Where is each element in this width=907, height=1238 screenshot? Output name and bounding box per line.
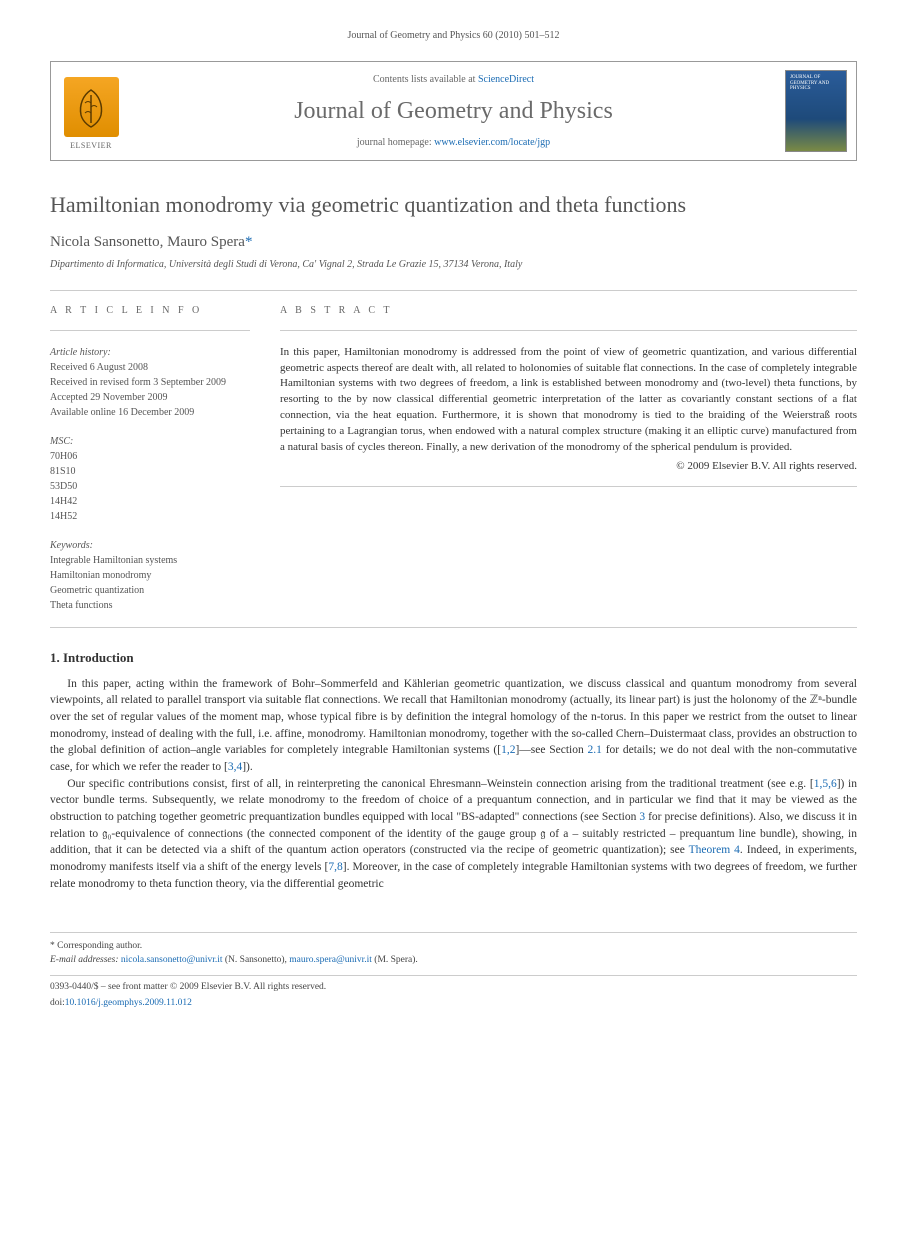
doi-line: doi:10.1016/j.geomphys.2009.11.012	[50, 998, 857, 1008]
cover-cell: JOURNAL OF GEOMETRY AND PHYSICS	[776, 62, 856, 160]
keyword: Geometric quantization	[50, 583, 250, 598]
abstract-column: A B S T R A C T In this paper, Hamiltoni…	[280, 305, 857, 627]
corresponding-author-note: * Corresponding author.	[50, 941, 857, 951]
text: (M. Spera).	[372, 955, 418, 965]
received-date: Received 6 August 2008	[50, 360, 250, 375]
homepage-prefix: journal homepage:	[357, 137, 434, 148]
section-heading-intro: 1. Introduction	[50, 650, 857, 666]
email-addresses: E-mail addresses: nicola.sansonetto@univ…	[50, 955, 857, 965]
keyword: Hamiltonian monodromy	[50, 568, 250, 583]
email-link[interactable]: nicola.sansonetto@univr.it	[121, 955, 223, 965]
keywords-block: Keywords: Integrable Hamiltonian systems…	[50, 538, 250, 613]
keyword: Integrable Hamiltonian systems	[50, 553, 250, 568]
msc-code: 53D50	[50, 479, 250, 494]
article-info-label: A R T I C L E I N F O	[50, 305, 250, 316]
affiliation: Dipartimento di Informatica, Università …	[50, 259, 857, 270]
citation-header: Journal of Geometry and Physics 60 (2010…	[50, 30, 857, 41]
doi-link[interactable]: 10.1016/j.geomphys.2009.11.012	[65, 998, 192, 1008]
ref-link[interactable]: 7,8	[328, 861, 342, 873]
online-date: Available online 16 December 2009	[50, 405, 250, 420]
footer: * Corresponding author. E-mail addresses…	[50, 932, 857, 1008]
theorem-link[interactable]: Theorem 4	[689, 844, 740, 856]
divider	[50, 330, 250, 331]
section-link[interactable]: 2.1	[588, 744, 602, 756]
journal-name: Journal of Geometry and Physics	[141, 98, 766, 125]
keyword: Theta functions	[50, 598, 250, 613]
author-names: Nicola Sansonetto, Mauro Spera	[50, 234, 245, 250]
email-label: E-mail addresses:	[50, 955, 121, 965]
contents-prefix: Contents lists available at	[373, 74, 478, 85]
text: (N. Sansonetto),	[223, 955, 290, 965]
divider	[50, 975, 857, 976]
article-history: Article history: Received 6 August 2008 …	[50, 345, 250, 420]
divider	[280, 486, 857, 487]
doi-prefix: doi:	[50, 998, 65, 1008]
sciencedirect-link[interactable]: ScienceDirect	[478, 74, 534, 85]
divider	[50, 627, 857, 628]
copyright: © 2009 Elsevier B.V. All rights reserved…	[280, 460, 857, 472]
info-abstract-row: A R T I C L E I N F O Article history: R…	[50, 305, 857, 627]
header-center: Contents lists available at ScienceDirec…	[131, 62, 776, 160]
email-link[interactable]: mauro.spera@univr.it	[289, 955, 372, 965]
intro-paragraph-2: Our specific contributions consist, firs…	[50, 776, 857, 893]
keywords-label: Keywords:	[50, 538, 250, 553]
ref-link[interactable]: 1,5,6	[814, 778, 837, 790]
elsevier-logo	[64, 77, 119, 137]
msc-label: MSC:	[50, 434, 250, 449]
ref-link[interactable]: 3,4	[228, 761, 242, 773]
text: ]).	[242, 761, 253, 773]
abstract-label: A B S T R A C T	[280, 305, 857, 316]
journal-homepage: journal homepage: www.elsevier.com/locat…	[141, 137, 766, 148]
issn-copyright: 0393-0440/$ – see front matter © 2009 El…	[50, 982, 857, 992]
msc-code: 70H06	[50, 449, 250, 464]
contents-available: Contents lists available at ScienceDirec…	[141, 74, 766, 85]
journal-header-box: ELSEVIER Contents lists available at Sci…	[50, 61, 857, 161]
msc-block: MSC: 70H06 81S10 53D50 14H42 14H52	[50, 434, 250, 524]
article-title: Hamiltonian monodromy via geometric quan…	[50, 191, 857, 220]
accepted-date: Accepted 29 November 2009	[50, 390, 250, 405]
publisher-logo-cell: ELSEVIER	[51, 62, 131, 160]
journal-cover-thumbnail: JOURNAL OF GEOMETRY AND PHYSICS	[785, 70, 847, 152]
text: Our specific contributions consist, firs…	[67, 778, 813, 790]
divider	[50, 290, 857, 291]
msc-code: 81S10	[50, 464, 250, 479]
corresponding-marker[interactable]: *	[245, 234, 253, 250]
msc-code: 14H42	[50, 494, 250, 509]
ref-link[interactable]: 1,2	[501, 744, 515, 756]
homepage-link[interactable]: www.elsevier.com/locate/jgp	[434, 137, 550, 148]
authors: Nicola Sansonetto, Mauro Spera*	[50, 234, 857, 251]
msc-code: 14H52	[50, 509, 250, 524]
revised-date: Received in revised form 3 September 200…	[50, 375, 250, 390]
divider	[280, 330, 857, 331]
intro-paragraph-1: In this paper, acting within the framewo…	[50, 676, 857, 776]
history-label: Article history:	[50, 345, 250, 360]
abstract-text: In this paper, Hamiltonian monodromy is …	[280, 345, 857, 457]
article-info-column: A R T I C L E I N F O Article history: R…	[50, 305, 250, 627]
text: ]—see Section	[515, 744, 587, 756]
publisher-name: ELSEVIER	[70, 141, 112, 150]
